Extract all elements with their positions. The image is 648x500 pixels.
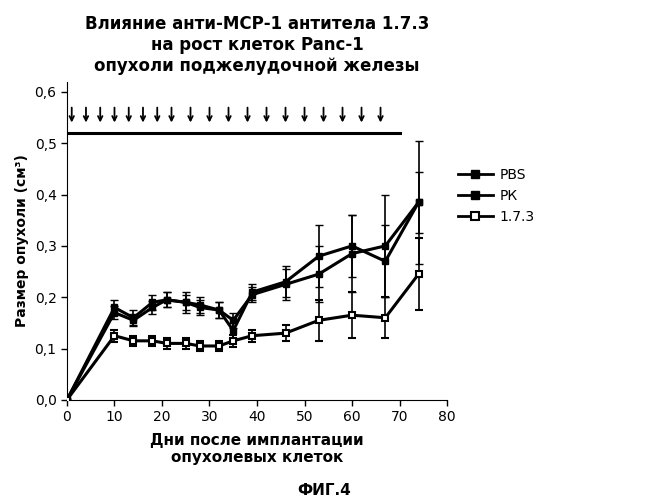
X-axis label: Дни после имплантации
опухолевых клеток: Дни после имплантации опухолевых клеток — [150, 432, 364, 465]
Text: ФИГ.4: ФИГ.4 — [297, 483, 351, 498]
Y-axis label: Размер опухоли (см³): Размер опухоли (см³) — [15, 154, 29, 327]
Legend: PBS, РК, 1.7.3: PBS, РК, 1.7.3 — [457, 168, 535, 224]
Title: Влияние анти-МСР-1 антитела 1.7.3
на рост клеток Panc-1
опухоли поджелудочной же: Влияние анти-МСР-1 антитела 1.7.3 на рос… — [85, 15, 429, 74]
